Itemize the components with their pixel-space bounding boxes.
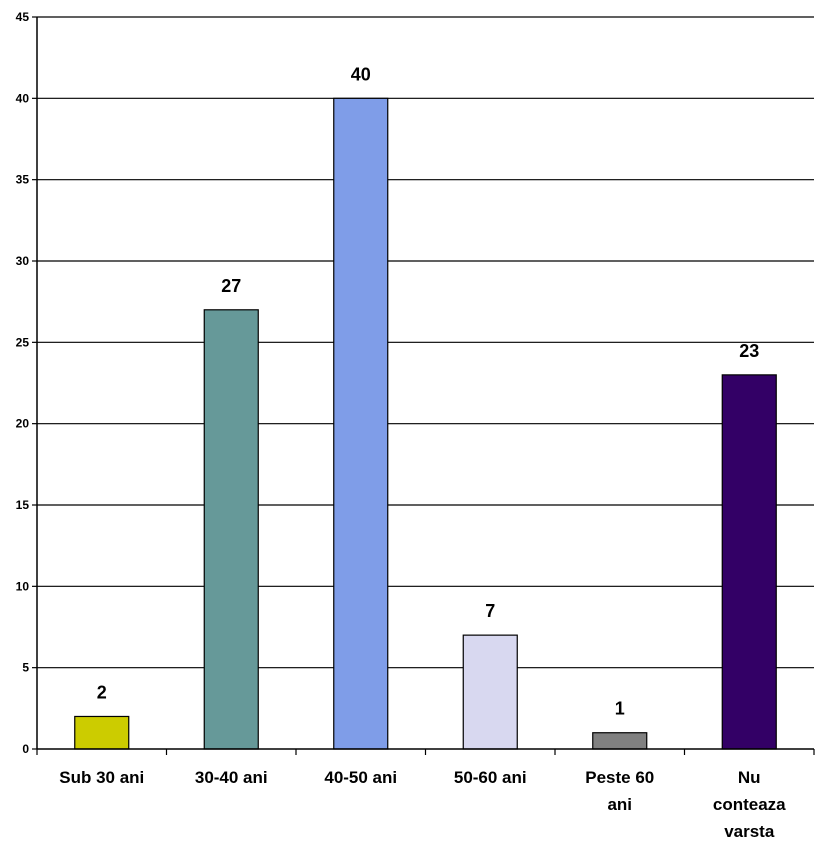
x-tick-label: 40-50 ani: [324, 768, 397, 787]
x-tick-label-line: Nu: [738, 768, 761, 787]
y-tick-label: 5: [22, 661, 29, 675]
x-tick-label: Nu conteaza varsta: [713, 768, 786, 841]
y-tick-label: 20: [16, 417, 30, 431]
gridlines: [37, 16, 814, 669]
y-axis-ticks: 0 5 10 15 20 25 30 35 40 45: [16, 10, 30, 756]
x-tick-label-line: varsta: [724, 822, 775, 841]
y-tick-label: 30: [16, 254, 30, 268]
y-tick-label: 10: [16, 579, 30, 593]
bar: [203, 309, 259, 750]
y-tick-label: 40: [16, 91, 30, 105]
y-tick-label: 0: [22, 742, 29, 756]
bar: [333, 97, 389, 750]
x-tick-label-line: ani: [607, 795, 632, 814]
data-label: 1: [615, 699, 625, 719]
y-tick-label: 25: [16, 335, 30, 349]
bar: [592, 732, 648, 750]
data-label: 27: [221, 276, 241, 296]
bars: [74, 97, 777, 750]
data-label: 2: [97, 682, 107, 702]
x-tick-label-line: conteaza: [713, 795, 786, 814]
y-tick-label: 15: [16, 498, 30, 512]
x-tick-label: Sub 30 ani: [59, 768, 144, 787]
data-label: 7: [485, 601, 495, 621]
bar: [721, 374, 777, 750]
x-tick-label-line: 30-40 ani: [195, 768, 268, 787]
bar: [74, 715, 130, 750]
x-axis-ticks: Sub 30 ani 30-40 ani 40-50 ani 50-60 ani Pes…: [59, 768, 786, 841]
x-tick-label-line: Sub 30 ani: [59, 768, 144, 787]
data-label: 40: [351, 64, 371, 84]
bar: [462, 634, 518, 750]
data-labels: 2 27 40 7 1 23: [97, 64, 760, 718]
axes: [32, 16, 815, 755]
x-tick-label: 50-60 ani: [454, 768, 527, 787]
data-label: 23: [739, 341, 759, 361]
y-tick-label: 35: [16, 173, 30, 187]
x-tick-label: 30-40 ani: [195, 768, 268, 787]
x-tick-label: Peste 60 ani: [585, 768, 654, 814]
x-tick-label-line: 40-50 ani: [324, 768, 397, 787]
y-tick-label: 45: [16, 10, 30, 24]
x-tick-label-line: 50-60 ani: [454, 768, 527, 787]
x-tick-label-line: Peste 60: [585, 768, 654, 787]
